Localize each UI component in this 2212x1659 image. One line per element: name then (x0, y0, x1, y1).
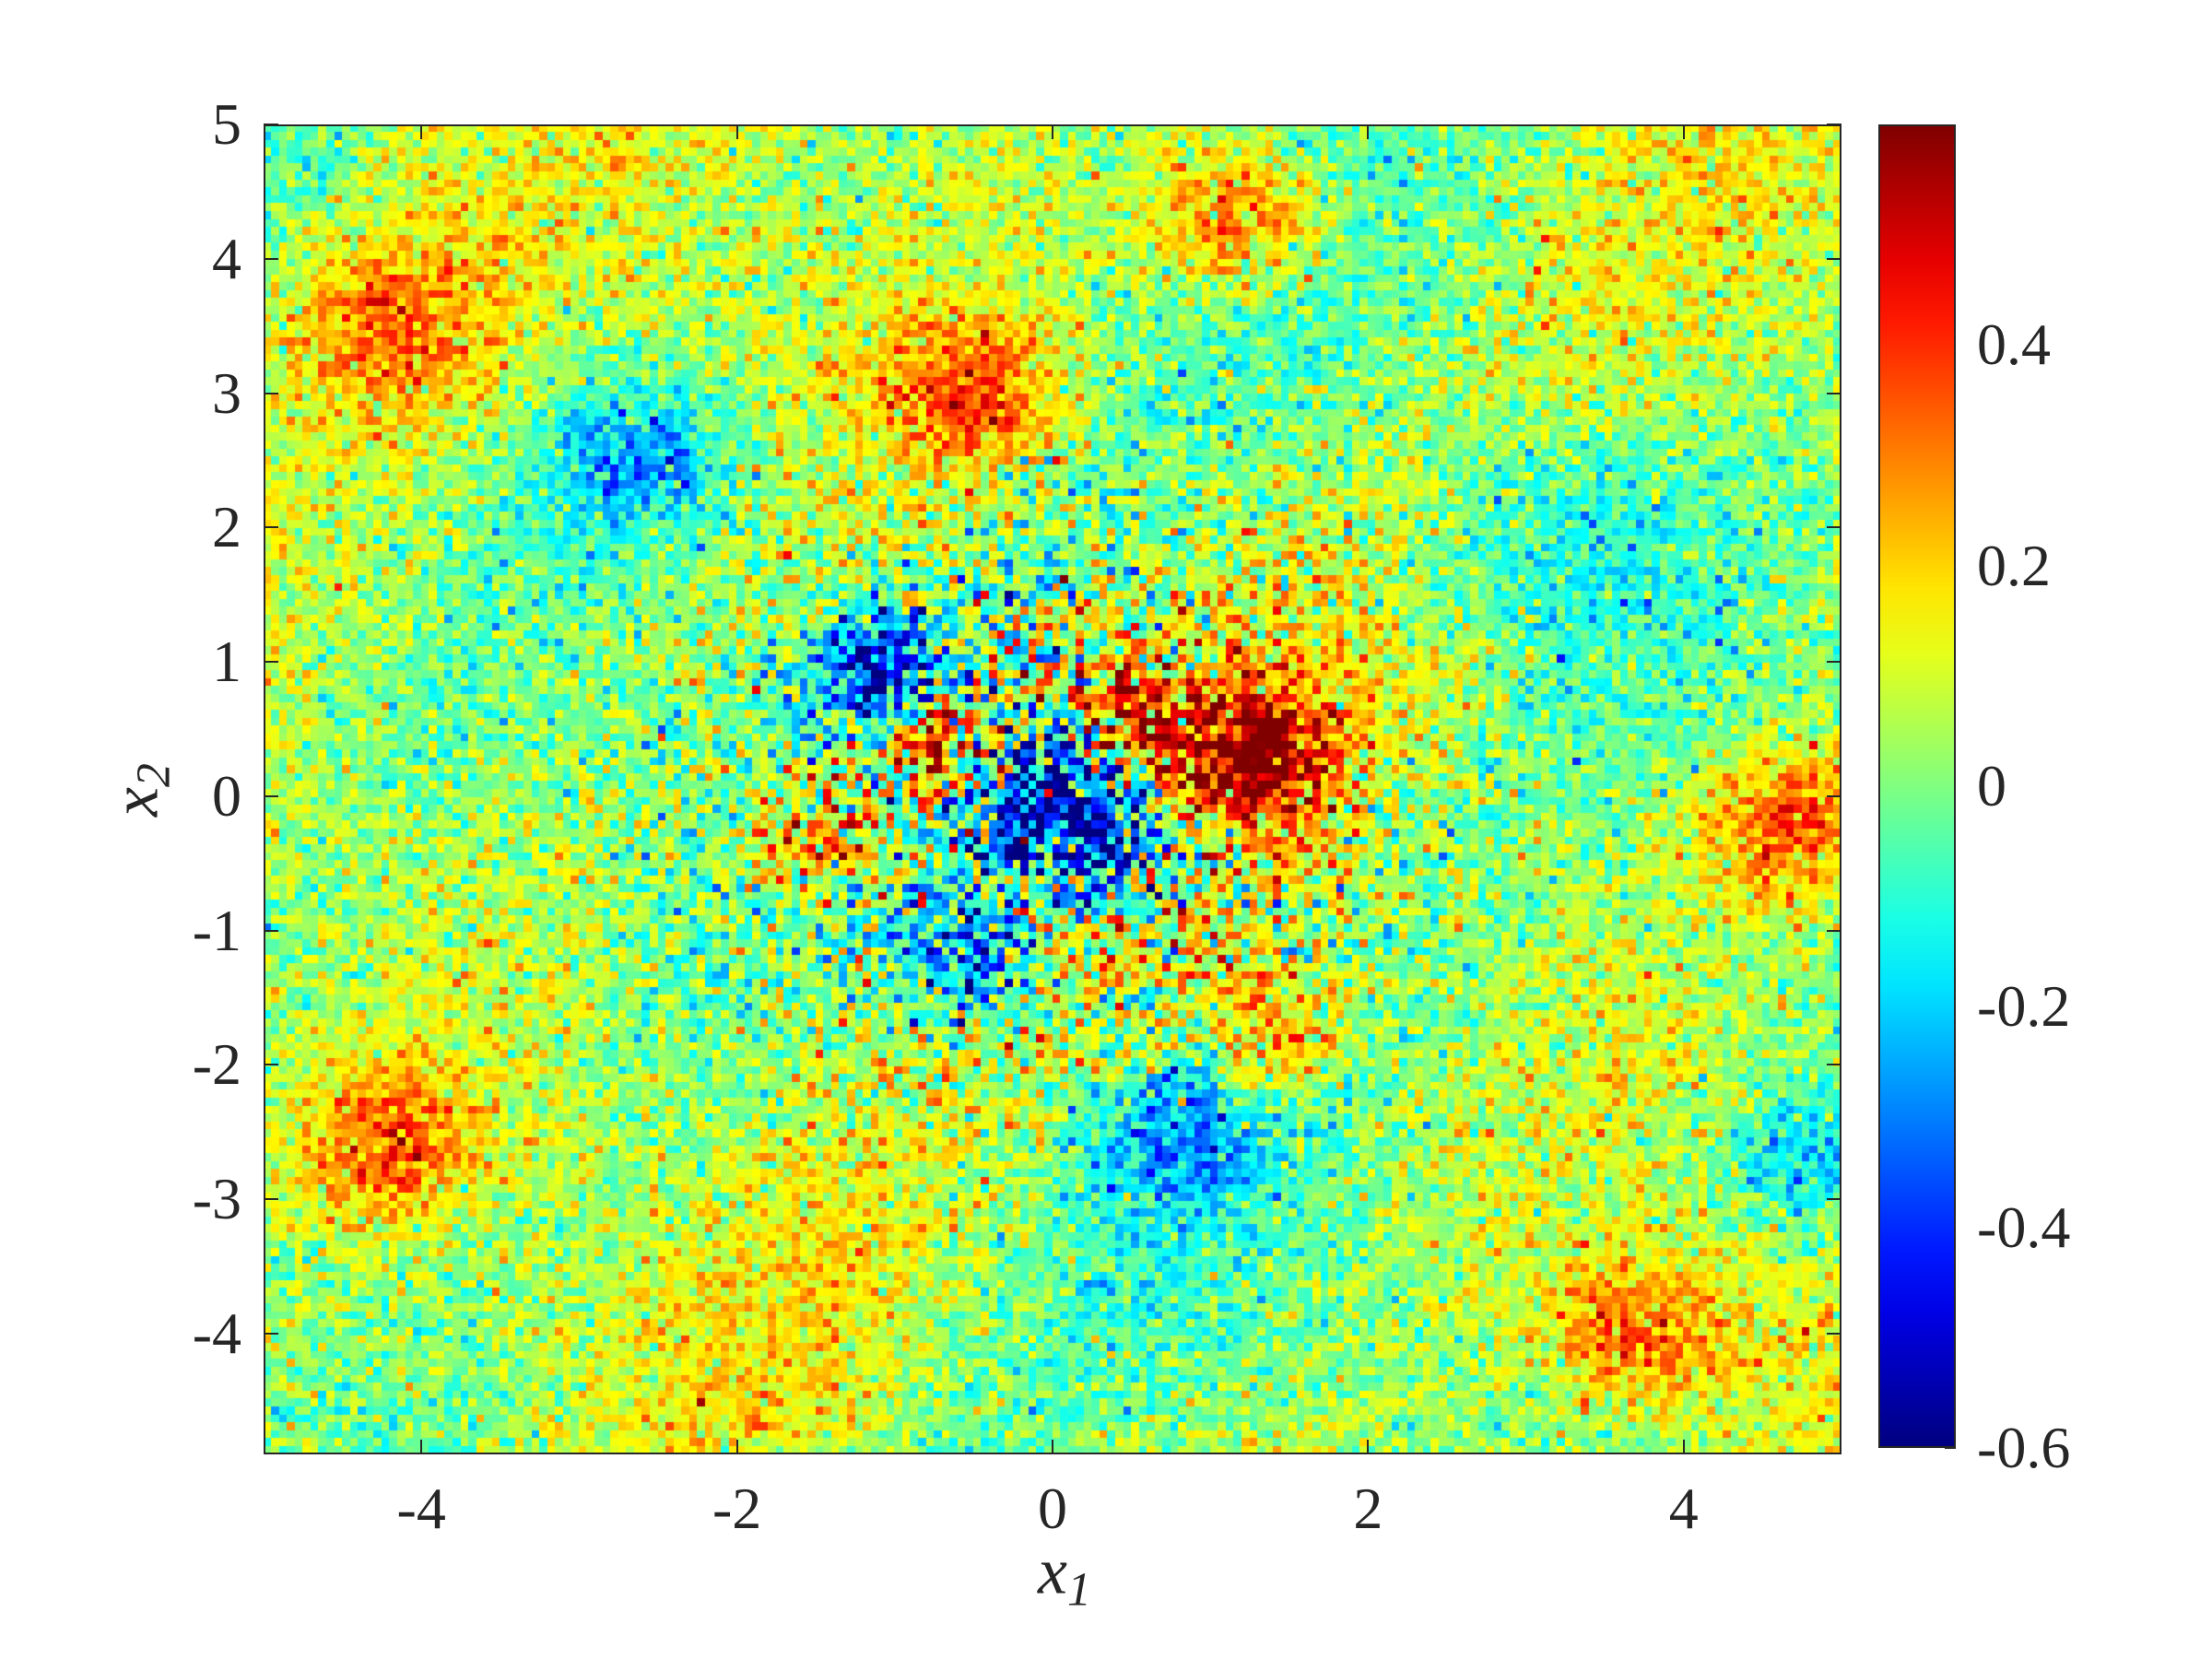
x-tick-label: -4 (396, 1476, 446, 1541)
x-tick-label: -2 (712, 1476, 762, 1541)
x-tick-mark-top (420, 124, 423, 139)
colorbar (1878, 124, 1956, 1448)
colorbar-tick-mark (1945, 1447, 1956, 1449)
x-tick-mark (420, 1440, 423, 1454)
x-tick-label: 0 (1038, 1476, 1067, 1541)
y-tick-mark-right (1827, 661, 1841, 664)
y-tick-mark (264, 661, 278, 664)
colorbar-tick-label: -0.4 (1977, 1194, 2071, 1260)
x-tick-mark (1682, 1440, 1685, 1454)
y-tick-mark (264, 526, 278, 529)
y-tick-mark (264, 929, 278, 932)
colorbar-tick-label: 0 (1977, 753, 2006, 818)
y-tick-label: -1 (192, 897, 241, 963)
y-tick-mark (264, 794, 278, 797)
y-tick-mark (264, 257, 278, 260)
y-tick-mark-right (1827, 526, 1841, 529)
y-tick-mark-right (1827, 1198, 1841, 1201)
x-tick-mark (735, 1440, 738, 1454)
y-tick-mark (264, 392, 278, 394)
y-tick-label: -3 (192, 1166, 241, 1232)
y-tick-label: 5 (212, 91, 241, 157)
y-tick-mark-right (1827, 794, 1841, 797)
y-tick-mark-right (1827, 1064, 1841, 1066)
y-axis-label: x2 (98, 763, 181, 817)
colorbar-tick-label: 0.4 (1977, 312, 2051, 378)
x-axis-label: x1 (1038, 1534, 1091, 1617)
x-tick-mark-top (1682, 124, 1685, 139)
y-tick-mark-right (1827, 929, 1841, 932)
x-tick-mark (1052, 1440, 1053, 1454)
x-tick-label: 4 (1668, 1476, 1699, 1541)
colorbar-tick-label: -0.6 (1977, 1415, 2071, 1480)
x-tick-mark-top (1367, 124, 1370, 139)
y-tick-mark-right (1827, 257, 1841, 260)
y-tick-mark-right (1827, 1332, 1841, 1335)
x-tick-mark (1367, 1440, 1370, 1454)
y-tick-label: 2 (212, 494, 241, 560)
x-tick-label: 2 (1353, 1476, 1383, 1541)
y-tick-label: 4 (212, 225, 241, 291)
y-tick-label: -2 (192, 1031, 241, 1098)
x-tick-mark-top (1052, 124, 1053, 139)
y-tick-mark-right (1827, 124, 1841, 125)
y-tick-mark (264, 1064, 278, 1066)
y-tick-label: 1 (212, 629, 241, 695)
y-tick-mark (264, 1332, 278, 1335)
colorbar-tick-label: -0.2 (1977, 973, 2071, 1040)
y-tick-label: -4 (192, 1300, 241, 1366)
y-tick-mark (264, 124, 278, 125)
x-tick-mark-top (735, 124, 738, 139)
y-tick-label: 0 (212, 762, 241, 829)
y-tick-label: 3 (212, 359, 241, 426)
colorbar-tick-label: 0.2 (1977, 532, 2051, 598)
heatmap-image (264, 124, 1841, 1454)
heatmap-plot-area (264, 124, 1841, 1454)
y-tick-mark (264, 1198, 278, 1201)
y-tick-mark-right (1827, 392, 1841, 394)
